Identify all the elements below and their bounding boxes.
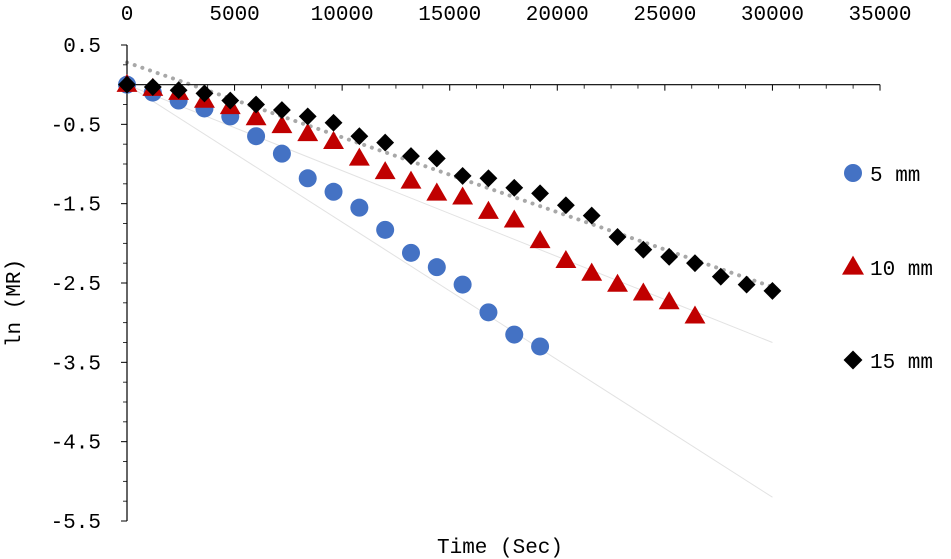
y-tick-label: -5.5	[51, 512, 101, 535]
point-15-mm	[763, 282, 782, 300]
y-tick-label: -2.5	[51, 274, 101, 297]
legend: 5 mm 10 mm 15 mm	[842, 164, 933, 375]
point-15-mm	[453, 166, 472, 185]
point-15-mm	[324, 113, 343, 132]
point-5-mm	[531, 337, 550, 356]
legend-marker-10-mm	[842, 255, 864, 275]
point-15-mm	[582, 206, 601, 225]
point-5-mm	[479, 303, 498, 322]
point-15-mm	[556, 196, 575, 215]
point-5-mm	[376, 220, 395, 239]
point-10-mm	[555, 249, 577, 269]
point-15-mm	[402, 147, 420, 165]
point-15-mm	[711, 267, 730, 286]
point-5-mm	[298, 169, 317, 188]
point-10-mm	[374, 161, 396, 180]
point-10-mm	[426, 182, 448, 201]
point-5-mm	[505, 325, 524, 344]
trendlines	[125, 60, 775, 498]
point-5-mm	[324, 182, 343, 201]
point-10-mm	[503, 209, 525, 228]
point-15-mm	[376, 133, 395, 152]
x-tick-label: 15000	[418, 4, 481, 27]
legend-label: 15 mm	[870, 352, 933, 375]
point-10-mm	[477, 200, 499, 219]
point-15-mm	[143, 78, 162, 96]
axes	[126, 45, 880, 521]
point-15-mm	[247, 95, 266, 114]
point-15-mm	[686, 254, 704, 273]
x-axis-title: Time (Sec)	[437, 537, 563, 559]
point-15-mm	[660, 247, 679, 266]
y-tick-label: -4.5	[51, 433, 101, 456]
point-5-mm	[401, 243, 420, 262]
point-15-mm	[118, 75, 136, 94]
point-10-mm	[529, 230, 551, 249]
legend-label: 5 mm	[870, 165, 920, 188]
point-15-mm	[634, 240, 653, 259]
trendline-5-mm	[126, 84, 773, 498]
point-10-mm	[452, 186, 474, 205]
y-axis-title: ln (MR)	[4, 259, 27, 347]
point-5-mm	[453, 275, 472, 294]
point-10-mm	[297, 123, 319, 142]
x-tick-label: 35000	[848, 4, 911, 27]
point-15-mm	[737, 275, 756, 294]
point-5-mm	[427, 258, 446, 277]
y-ticks: 0.5 -0.5 -1.5 -2.5 -3.5 -4.5 -5.5	[51, 36, 127, 535]
point-15-mm	[427, 149, 446, 168]
point-15-mm	[531, 184, 549, 203]
point-5-mm	[350, 198, 369, 217]
point-15-mm	[505, 178, 524, 197]
point-10-mm	[581, 262, 603, 281]
x-tick-label: 10000	[311, 4, 374, 27]
point-10-mm	[245, 107, 267, 126]
point-5-mm	[272, 144, 291, 163]
point-15-mm	[221, 91, 240, 110]
y-tick-label: 0.5	[63, 36, 101, 59]
y-tick-label: -1.5	[51, 195, 101, 218]
legend-label: 10 mm	[870, 259, 933, 282]
point-15-mm	[195, 84, 214, 103]
x-tick-label: 20000	[526, 4, 589, 27]
x-tick-label: 25000	[633, 4, 696, 27]
point-10-mm	[323, 130, 344, 150]
y-tick-label: -0.5	[51, 115, 101, 138]
y-tick-label: -3.5	[51, 353, 101, 376]
point-10-mm	[684, 305, 706, 324]
point-15-mm	[350, 127, 369, 146]
point-15-mm	[479, 169, 498, 188]
x-tick-label: 0	[121, 4, 134, 27]
point-15-mm	[298, 107, 317, 126]
x-ticks: 0 5000 10000 15000 20000 25000 30000 35000	[121, 4, 912, 91]
x-tick-label: 30000	[741, 4, 804, 27]
point-10-mm	[400, 170, 422, 189]
point-15-mm	[272, 101, 291, 119]
point-10-mm	[348, 147, 370, 166]
legend-marker-15-mm	[843, 350, 863, 370]
point-15-mm	[169, 81, 188, 100]
point-15-mm	[608, 228, 627, 246]
point-10-mm	[271, 115, 293, 134]
x-tick-label: 5000	[209, 4, 259, 27]
point-10-mm	[658, 291, 680, 310]
point-5-mm	[247, 127, 266, 146]
point-10-mm	[632, 282, 654, 301]
point-10-mm	[607, 273, 628, 292]
legend-marker-5-mm	[844, 164, 862, 182]
trendline-15-mm	[125, 60, 775, 289]
data-points	[116, 73, 782, 356]
